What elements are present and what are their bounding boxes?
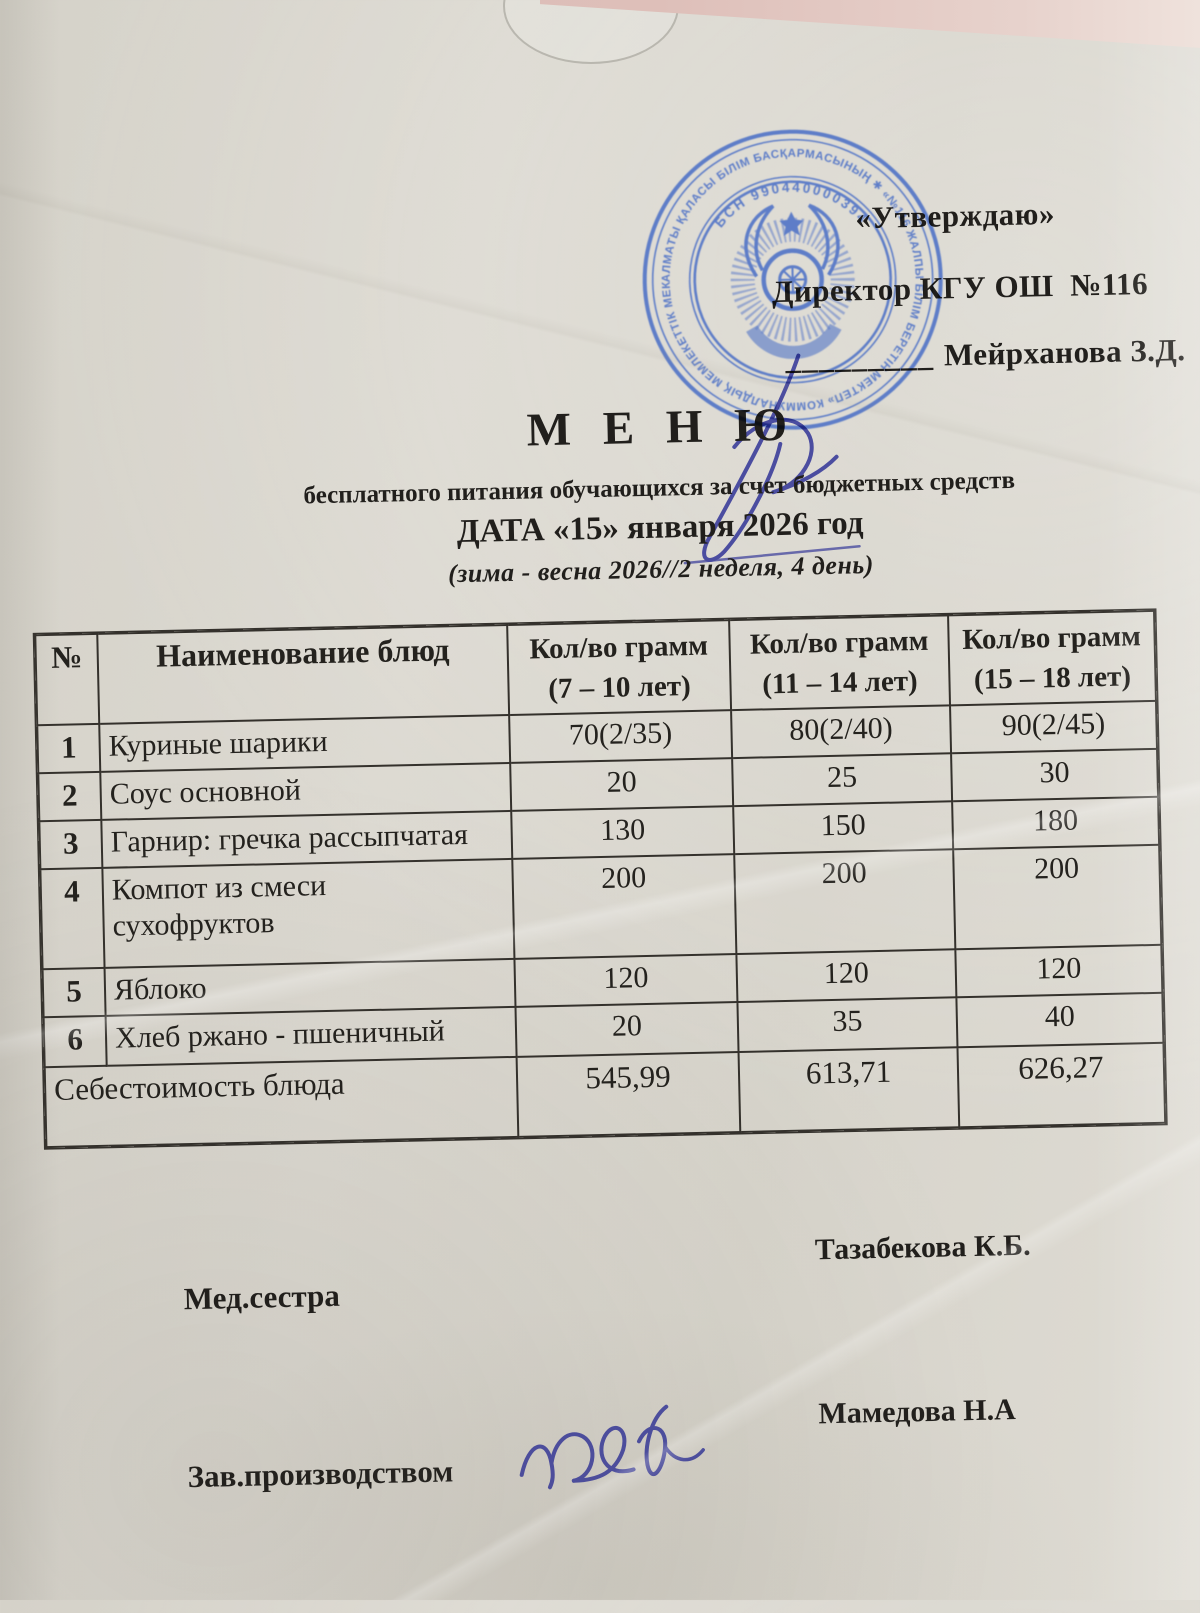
column-header-name: Наименование блюд	[97, 624, 510, 724]
column-header-age2: Кол/во грамм (11 – 14 лет)	[729, 615, 951, 711]
nurse-title: Мед.сестра	[183, 1277, 341, 1317]
cost-value: 545,99	[516, 1052, 741, 1137]
dish-grams: 130	[511, 806, 735, 859]
dish-grams: 120	[736, 949, 957, 1003]
production-signature	[519, 1404, 705, 1490]
dish-grams: 20	[510, 758, 734, 811]
dish-grams: 120	[955, 944, 1163, 998]
dish-grams: 200	[953, 844, 1162, 950]
row-num: 5	[42, 967, 106, 1018]
dish-grams: 200	[734, 849, 956, 955]
production-name: Мамедова Н.А	[818, 1393, 1017, 1431]
row-num: 2	[38, 771, 102, 822]
age1-line2: (7 – 10 лет)	[547, 669, 692, 706]
cost-value: 613,71	[738, 1047, 960, 1133]
dish-grams: 40	[956, 992, 1164, 1048]
age3-line1: Кол/во грамм	[961, 620, 1142, 657]
column-header-age1: Кол/во грамм (7 – 10 лет)	[507, 620, 732, 715]
production-title: Зав.производством	[187, 1453, 454, 1495]
menu-table: № Наименование блюд Кол/во грамм (7 – 10 …	[34, 609, 1167, 1149]
row-num: 6	[43, 1015, 107, 1068]
row-num: 1	[37, 723, 101, 774]
cost-label: Себестоимость блюда	[44, 1056, 519, 1148]
dish-grams: 80(2/40)	[731, 705, 952, 759]
age3-line2: (15 – 18 лет)	[973, 660, 1132, 696]
age2-line1: Кол/во грамм	[749, 624, 929, 661]
dish-name: Компот из смеси сухофруктов	[102, 858, 515, 968]
row-num: 4	[40, 867, 105, 970]
dish-grams: 90(2/45)	[950, 700, 1158, 754]
nurse-name: Тазабекова К.Б.	[814, 1228, 1031, 1267]
dish-grams: 20	[515, 1002, 739, 1057]
dish-grams: 35	[737, 997, 958, 1053]
row-num: 3	[39, 819, 103, 870]
dish-name: Хлеб ржано - пшеничный	[105, 1006, 517, 1066]
age2-line2: (11 – 14 лет)	[761, 665, 919, 701]
director-signature	[683, 353, 861, 565]
dish-grams: 180	[952, 796, 1160, 850]
dish-grams: 70(2/35)	[509, 710, 733, 763]
cost-value: 626,27	[957, 1042, 1166, 1128]
column-header-age3: Кол/во грамм (15 – 18 лет)	[948, 610, 1156, 706]
stamp-emblem	[730, 203, 855, 359]
age1-line1: Кол/во грамм	[529, 629, 709, 666]
dish-grams: 25	[732, 753, 953, 807]
dish-grams: 30	[951, 748, 1159, 802]
dish-grams: 150	[733, 801, 954, 855]
column-header-num: №	[35, 633, 100, 726]
dish-grams: 200	[512, 854, 737, 959]
official-round-stamp: АЛМАТЫ ҚАЛАСЫ БІЛІМ БАСҚАРМАСЫНЫҢ ✱ «№11…	[633, 120, 943, 430]
dish-grams: 120	[514, 954, 738, 1007]
director-name: Мейрханова З.Д.	[943, 332, 1186, 373]
